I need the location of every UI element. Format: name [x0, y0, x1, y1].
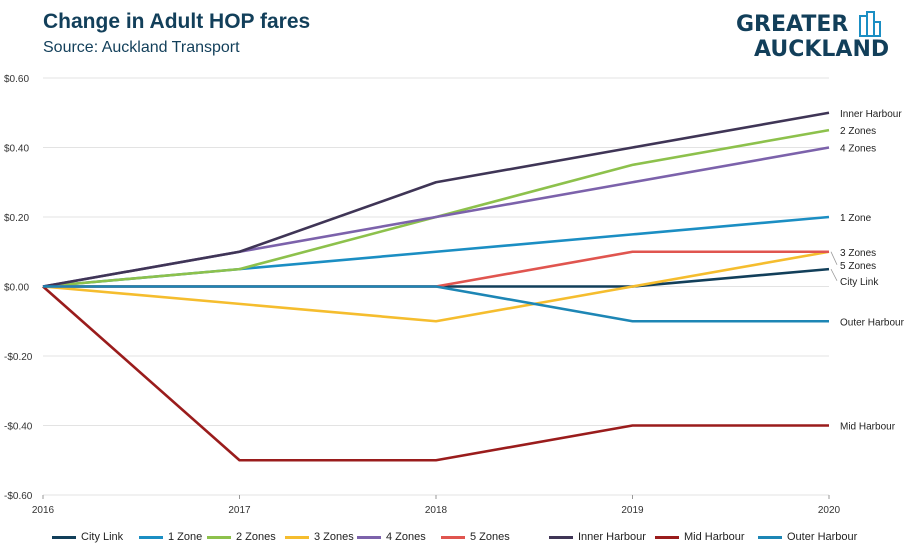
label-leader [830, 251, 838, 265]
legend-swatch [549, 535, 573, 539]
legend-label: 3 Zones [314, 531, 354, 543]
legend-label: Outer Harbour [787, 531, 858, 543]
legend-item-3-zones: 3 Zones [285, 528, 354, 546]
chart-title: Change in Adult HOP fares [43, 10, 311, 33]
x-tick-label: 2016 [32, 505, 55, 516]
legend-item-mid-harbour: Mid Harbour [655, 528, 745, 546]
y-tick-label: $0.60 [4, 74, 29, 85]
legend-swatch [52, 535, 76, 539]
series-line-inner-harbour [42, 111, 830, 288]
legend-label: Inner Harbour [578, 531, 646, 543]
legend-swatch [285, 535, 309, 539]
legend-item-2-zones: 2 Zones [207, 528, 276, 546]
end-label-4-zones: 4 Zones [840, 144, 876, 155]
series-line-outer-harbour [43, 285, 829, 323]
legend-swatch [655, 535, 679, 539]
building-icon [859, 11, 881, 37]
y-tick-label: -$0.20 [4, 352, 33, 363]
legend-item-5-zones: 5 Zones [441, 528, 510, 546]
series-line-5-zones [43, 250, 829, 288]
legend-label: 2 Zones [236, 531, 276, 543]
legend-swatch [357, 535, 381, 539]
legend-swatch [758, 535, 782, 539]
line-chart: $0.60 $0.40 $0.20 $0.00 -$0.20 -$0.40 -$0.60 20… [4, 74, 905, 516]
chart-subtitle: Source: Auckland Transport [43, 39, 240, 56]
end-label-5-zones: 5 Zones [840, 261, 876, 272]
chart-legend: City Link 1 Zone 2 Zones 3 Zones 4 Zones 5 Zo… [0, 528, 911, 548]
legend-label: 4 Zones [386, 531, 426, 543]
y-tick-label: $0.00 [4, 283, 29, 294]
legend-item-4-zones: 4 Zones [357, 528, 426, 546]
x-tick-label: 2017 [228, 505, 251, 516]
legend-swatch [207, 535, 231, 539]
end-label-1-zone: 1 Zone [840, 213, 872, 224]
legend-item-inner-harbour: Inner Harbour [549, 528, 646, 546]
legend-swatch [139, 535, 163, 539]
legend-item-outer-harbour: Outer Harbour [758, 528, 857, 546]
end-label-2-zones: 2 Zones [840, 126, 876, 137]
legend-label: City Link [81, 531, 124, 543]
end-label-city-link: City Link [840, 277, 879, 288]
legend-label: 1 Zone [168, 531, 203, 543]
y-tick-label: -$0.40 [4, 422, 33, 433]
end-label-mid-harbour: Mid Harbour [840, 422, 896, 433]
legend-item-1-zone: 1 Zone [139, 528, 202, 546]
series-line-3-zones [42, 250, 830, 323]
series-line-mid-harbour [42, 285, 829, 462]
x-tick-label: 2018 [425, 505, 448, 516]
greater-auckland-logo: GREATER AUCKLAND [736, 10, 896, 62]
legend-item-city-link: City Link [52, 528, 123, 546]
logo-text-greater: GREATER [736, 12, 849, 37]
legend-label: 5 Zones [470, 531, 510, 543]
y-tick-label: $0.20 [4, 213, 29, 224]
logo-text-auckland: AUCKLAND [754, 37, 890, 62]
end-label-inner-harbour: Inner Harbour [840, 109, 902, 120]
x-tick-label: 2020 [818, 505, 841, 516]
series-line-2-zones [42, 128, 830, 288]
x-tick-label: 2019 [621, 505, 644, 516]
y-tick-label: $0.40 [4, 144, 29, 155]
end-label-outer-harbour: Outer Harbour [840, 317, 905, 328]
legend-label: Mid Harbour [684, 531, 745, 543]
y-tick-label: -$0.60 [4, 491, 33, 502]
legend-swatch [441, 535, 465, 539]
label-leader [830, 268, 838, 281]
end-label-3-zones: 3 Zones [840, 248, 876, 259]
